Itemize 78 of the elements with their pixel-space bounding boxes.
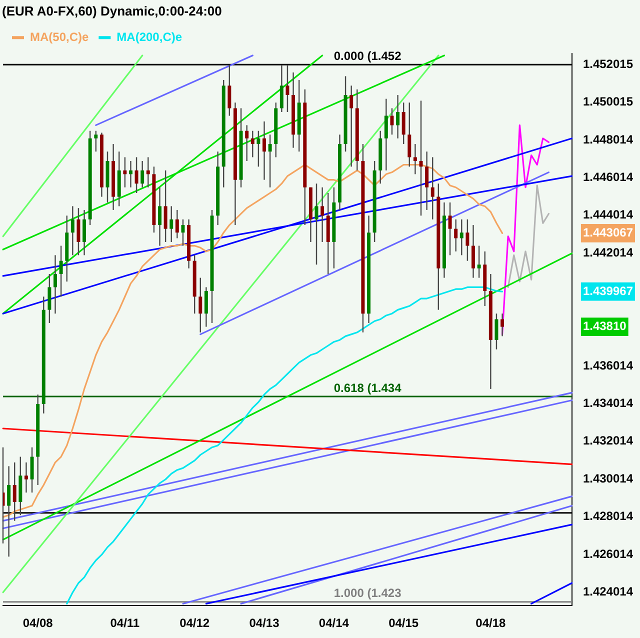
y-tick-label: 1.430014	[582, 471, 634, 486]
y-tick-label: 1.446014	[582, 170, 634, 184]
y-tick-label: 1.428014	[582, 509, 634, 524]
candlestick	[12, 462, 16, 522]
candlestick	[59, 245, 63, 298]
candlestick	[500, 312, 504, 337]
candlestick	[48, 273, 52, 324]
candlestick	[7, 466, 11, 558]
candlestick	[472, 224, 475, 278]
y-tick-label: 1.444014	[582, 208, 634, 222]
y-tick-label: 1.424014	[582, 584, 634, 598]
candlestick	[198, 277, 202, 334]
candlestick	[384, 98, 388, 172]
candlestick	[390, 108, 394, 136]
candlestick	[477, 245, 481, 278]
candlestick	[123, 156, 127, 188]
candlestick	[181, 218, 185, 246]
ref-line-label: 0.618 (1.434	[334, 380, 402, 395]
candlestick	[76, 207, 80, 256]
candlestick	[30, 446, 34, 494]
candlestick	[250, 130, 254, 158]
ref-line-label: 1.000 (1.423	[334, 586, 402, 600]
candlestick	[320, 186, 324, 243]
candlestick	[128, 160, 132, 188]
x-tick-label: 04/18	[476, 616, 506, 630]
y-tick-label: 1.452015	[582, 56, 634, 71]
x-tick-label: 04/14	[318, 616, 350, 630]
candlestick	[164, 170, 168, 243]
chart-title: (EUR A0-FX,60) Dynamic,0:00-24:00	[2, 3, 222, 18]
candlestick	[460, 218, 464, 256]
candlestick	[262, 120, 266, 180]
legend-label: MA(50,C)e	[30, 30, 89, 44]
y-tick-label: 1.436014	[582, 358, 634, 372]
candlestick	[134, 156, 138, 194]
y-tick-label: 1.426014	[582, 546, 634, 561]
candlestick	[494, 312, 498, 350]
candlestick	[245, 124, 249, 162]
ref-line-label: 0.000 (1.452	[334, 48, 402, 63]
candlestick	[70, 206, 74, 256]
candlestick	[82, 209, 86, 256]
x-tick-label: 04/08	[22, 616, 54, 630]
candlestick	[396, 94, 400, 139]
candlestick	[158, 186, 162, 246]
y-tick-label: 1.439967	[582, 284, 634, 298]
x-tick-label: 04/12	[180, 616, 210, 630]
y-tick-label: 1.434014	[582, 396, 634, 410]
y-tick-label: 1.450015	[582, 94, 634, 109]
candlestick	[94, 130, 98, 152]
candlestick	[204, 286, 208, 328]
candlestick	[228, 64, 232, 116]
x-tick-label: 04/11	[110, 616, 140, 630]
candlestick	[454, 218, 458, 252]
x-tick-label: 04/15	[388, 616, 419, 630]
candlestick	[448, 202, 452, 256]
candlestick	[140, 160, 144, 188]
candlestick	[466, 218, 470, 262]
candlestick	[175, 209, 179, 239]
candlestick	[170, 206, 174, 243]
candlestick	[286, 64, 290, 113]
candlestick	[280, 64, 284, 113]
candlestick	[425, 150, 429, 211]
candlestick	[350, 85, 354, 168]
candlestick	[256, 130, 260, 168]
y-tick-label: 1.448014	[582, 132, 634, 146]
candlestick	[402, 102, 406, 145]
y-tick-label: 1.432014	[582, 434, 634, 448]
candlestick	[430, 156, 434, 220]
x-tick-label: 04/13	[249, 616, 280, 630]
candlestick	[54, 254, 57, 314]
candlestick	[413, 143, 417, 175]
y-tick-label: 1.443067	[582, 226, 634, 240]
candlestick	[268, 134, 272, 188]
y-tick-label: 1.442014	[582, 245, 634, 260]
y-tick-label: 1.43810	[582, 319, 627, 334]
candlestick	[146, 156, 150, 188]
candlestick	[408, 102, 412, 168]
legend-label: MA(200,C)e	[116, 30, 182, 44]
candlestick	[24, 462, 28, 494]
